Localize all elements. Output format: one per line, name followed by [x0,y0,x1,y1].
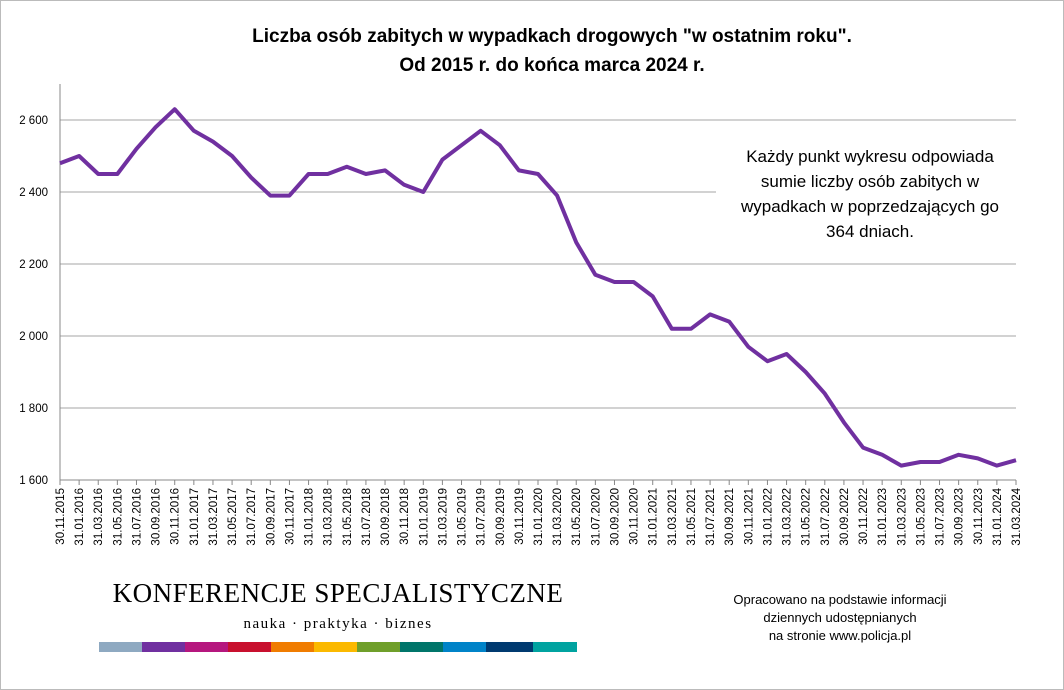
source-note: Opracowano na podstawie informacji [733,592,946,607]
x-tick-label: 31.01.2022 [762,488,774,546]
x-tick-label: 31.01.2023 [877,488,889,546]
x-tick-label: 31.01.2019 [418,488,430,546]
x-tick-label: 31.01.2024 [992,487,1004,545]
x-tick-label: 31.07.2022 [820,488,832,546]
x-tick-label: 31.01.2017 [189,488,201,546]
y-tick-label: 2 600 [19,115,48,127]
x-tick-label: 31.01.2020 [533,488,545,546]
x-tick-label: 30.11.2015 [55,488,67,545]
x-tick-label: 30.09.2023 [954,488,966,546]
x-tick-label: 31.03.2017 [208,488,220,546]
x-tick-label: 31.05.2021 [686,488,698,546]
x-tick-label: 31.05.2020 [571,488,583,546]
x-tick-label: 31.07.2017 [246,488,258,546]
logo-name: KONFERENCJE SPECJALISTYCZNE [113,578,564,608]
annotation: Każdy punkt wykresu odpowiada [746,147,994,166]
x-tick-label: 30.11.2016 [170,488,182,545]
x-tick-label: 30.11.2022 [858,488,870,545]
x-tick-label: 31.03.2018 [323,488,335,546]
x-tick-label: 30.11.2021 [743,488,755,545]
x-tick-label: 31.05.2018 [342,488,354,546]
x-tick-label: 31.07.2021 [705,488,717,546]
x-tick-label: 31.05.2022 [801,488,813,546]
chart-subtitle: Od 2015 r. do końca marca 2024 r. [399,55,704,76]
y-tick-label: 2 200 [19,259,48,271]
annotation: wypadkach w poprzedzających go [740,197,999,216]
source-note: dziennych udostępnianych [763,610,916,625]
x-tick-label: 31.03.2019 [437,488,449,546]
x-tick-label: 30.11.2020 [629,488,641,545]
plot: 1 600 1 800 2 000 2 200 2 400 2 600 30.11.2015… [19,84,1023,643]
x-tick-label: 31.07.2020 [590,488,602,546]
y-tick-label: 1 800 [19,403,48,415]
x-tick-label: 30.09.2018 [380,488,392,546]
x-tick-label: 31.03.2022 [782,488,794,546]
x-tick-label: 30.11.2017 [284,488,296,545]
y-tick-label: 1 600 [19,475,48,487]
chart-title: Liczba osób zabitych w wypadkach drogowy… [252,26,852,47]
logo-bar [99,642,577,652]
x-tick-label: 31.07.2018 [361,488,373,546]
series-line [59,107,1017,468]
x-tick-label: 31.05.2019 [457,488,469,546]
y-tick-label: 2 400 [19,187,48,199]
x-tick-label: 31.03.2016 [93,488,105,546]
x-tick-label: 30.09.2017 [265,488,277,546]
x-tick-label: 30.11.2019 [514,488,526,545]
source-note: na stronie www.policja.pl [769,628,911,643]
x-tick-label: 31.03.2024 [1011,487,1023,545]
x-tick-label: 30.09.2022 [839,488,851,546]
x-tick-label: 30.09.2016 [151,488,163,546]
x-tick-label: 30.09.2019 [495,488,507,546]
annotation-box [716,140,1016,245]
x-tick-label: 31.05.2016 [112,488,124,546]
x-tick-label: 31.03.2023 [896,488,908,546]
x-tick-label: 31.01.2018 [304,488,316,546]
x-tick-label: 31.07.2019 [476,488,488,546]
x-tick-label: 31.07.2016 [131,488,143,546]
annotation: 364 dniach. [826,222,914,241]
logo-tagline: nauka · praktyka · biznes [243,616,432,632]
x-tick-label: 30.09.2020 [609,488,621,546]
y-tick-label: 2 000 [19,331,48,343]
x-tick-label: 31.01.2021 [648,488,660,546]
x-tick-label: 31.03.2020 [552,488,564,546]
x-tick-label: 30.09.2021 [724,488,736,546]
x-tick-label: 31.03.2021 [667,488,679,546]
x-tick-label: 31.07.2023 [935,488,947,546]
extras: KONFERENCJE SPECJALISTYCZNE nauka · prak… [99,578,577,652]
x-tick-label: 31.05.2023 [915,488,927,546]
x-tick-label: 31.05.2017 [227,488,239,546]
x-tick-label: 31.01.2016 [74,488,86,546]
x-tick-label: 30.11.2018 [399,488,411,545]
annotation: sumie liczby osób zabitych w [761,172,980,191]
x-tick-label: 30.11.2023 [973,488,985,545]
